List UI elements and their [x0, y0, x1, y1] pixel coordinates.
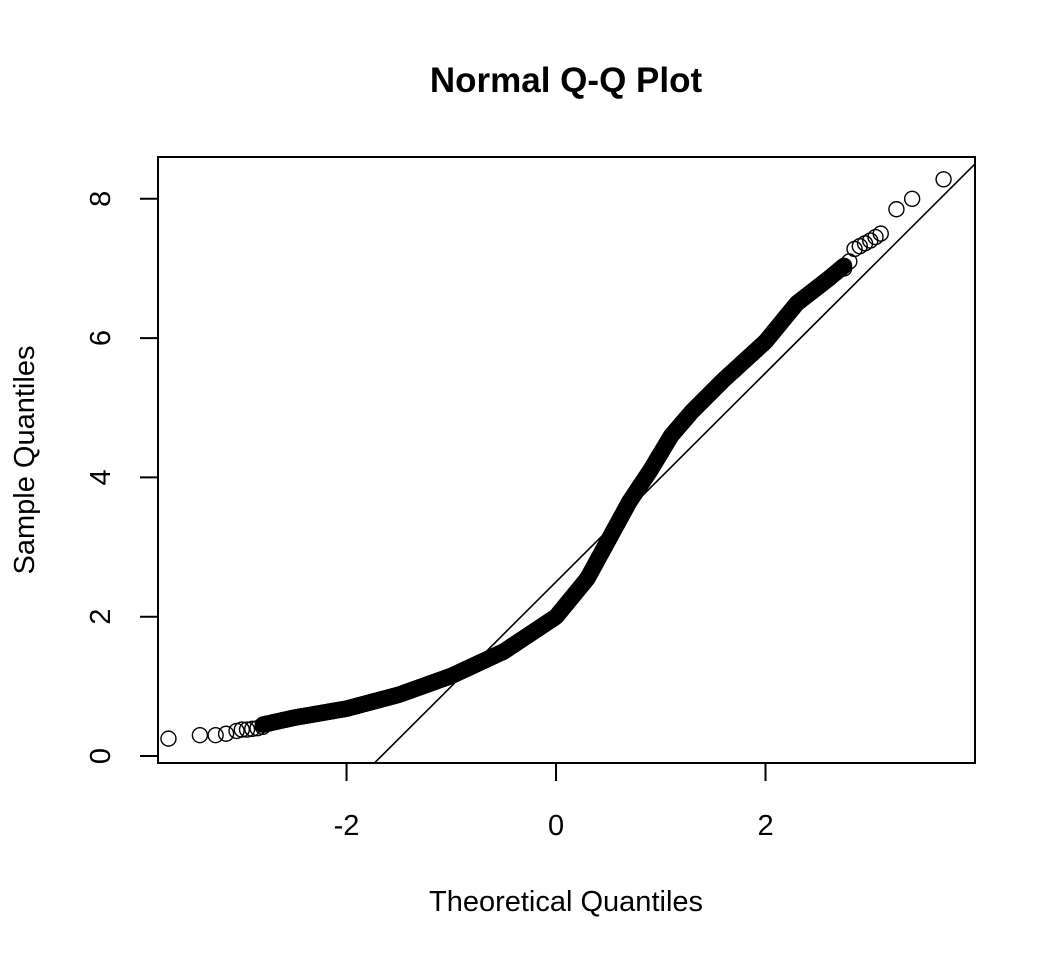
y-tick-label: 2 — [85, 609, 117, 625]
qq-point — [867, 228, 884, 246]
qq-point — [903, 190, 921, 207]
y-tick-label: 4 — [85, 469, 117, 485]
plot-frame — [157, 156, 976, 764]
x-tick-label: 2 — [757, 810, 773, 842]
qq-point — [935, 171, 952, 188]
y-axis: 0 2 4 6 8 — [85, 191, 158, 764]
qq-point — [191, 726, 209, 744]
qq-point — [872, 225, 889, 242]
x-tick-label: 0 — [548, 810, 564, 842]
y-tick-label: 0 — [85, 748, 117, 764]
qq-point — [238, 721, 256, 738]
qq-point — [160, 730, 177, 747]
qq-point — [888, 201, 905, 218]
qq-point — [217, 725, 235, 742]
x-axis-label: Theoretical Quantiles — [429, 886, 703, 918]
qq-point — [228, 722, 245, 740]
qq-point — [233, 721, 250, 738]
points-group — [160, 171, 952, 747]
x-tick-label: -2 — [334, 810, 360, 842]
qq-point — [254, 718, 271, 735]
qq-point — [207, 726, 224, 744]
y-tick-label: 6 — [85, 330, 117, 346]
chart-title: Normal Q-Q Plot — [430, 61, 703, 100]
y-axis-label: Sample Quantiles — [9, 346, 41, 575]
qq-point — [244, 720, 261, 738]
y-tick-label: 8 — [85, 191, 117, 207]
x-axis: -2 0 2 — [334, 763, 774, 842]
